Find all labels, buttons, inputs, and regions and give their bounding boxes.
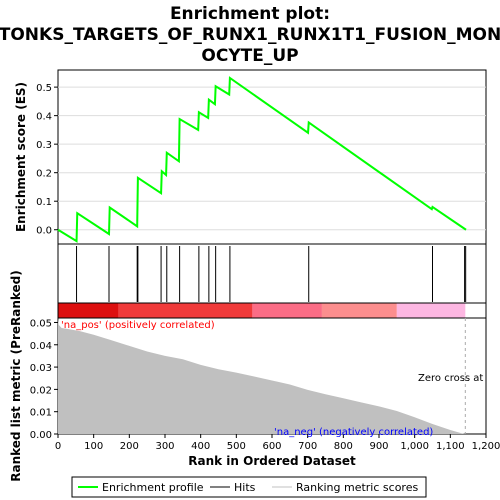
metric-y-tick-label: 0.02: [30, 385, 52, 396]
title-line-3: OCYTE_UP: [201, 46, 298, 66]
color-bar-segment: [252, 303, 322, 318]
es-y-axis-label: Enrichment score (ES): [14, 82, 28, 232]
x-axis-label: Rank in Ordered Dataset: [188, 454, 356, 468]
x-tick-label: 0: [55, 441, 61, 452]
color-bar-segment: [58, 303, 119, 318]
metric-y-tick-label: 0.04: [30, 341, 52, 352]
metric-y-tick-label: 0.03: [30, 363, 52, 374]
es-plot-frame: [57, 69, 487, 245]
legend: Enrichment profile Hits Ranking metric s…: [71, 476, 427, 498]
es-y-tick-label: 0.5: [36, 83, 52, 94]
x-tick-label: 1,000: [400, 441, 429, 452]
ranking-metric-area: [58, 318, 466, 434]
es-y-tick-label: 0.2: [36, 169, 52, 180]
legend-metric-label: Ranking metric scores: [296, 481, 418, 494]
color-bar-segment: [321, 303, 397, 318]
legend-profile-label: Enrichment profile: [102, 481, 204, 494]
es-y-tick-label: 0.4: [36, 112, 52, 123]
es-panel: 0.0 0.1 0.2 0.3 0.4 0.5 Enrichment score (ES): [14, 69, 487, 245]
hits-frame: [57, 243, 487, 304]
metric-y-tick-label: 0.01: [30, 408, 52, 419]
color-bar-segment: [118, 303, 253, 318]
enrichment-profile-line: [57, 76, 467, 243]
metric-y-tick-label: 0.00: [30, 430, 52, 441]
x-tick-label: 600: [262, 441, 281, 452]
legend-frame: [71, 476, 427, 498]
x-tick-label: 1,100: [436, 441, 465, 452]
x-tick-label: 500: [227, 441, 246, 452]
rank-color-bar: [58, 303, 466, 318]
x-tick-label: 200: [120, 441, 139, 452]
title-line-2: TONKS_TARGETS_OF_RUNX1_RUNX1T1_FUSION_MO…: [0, 25, 500, 45]
x-tick-label: 900: [369, 441, 388, 452]
title-line-1: Enrichment plot:: [170, 4, 330, 24]
color-bar-segment: [396, 303, 466, 318]
hits-panel: [57, 243, 487, 304]
x-tick-label: 100: [84, 441, 103, 452]
legend-hits-label: Hits: [234, 481, 256, 494]
x-tick-label: 1,200: [472, 441, 500, 452]
es-y-tick-label: 0.3: [36, 140, 52, 151]
x-tick-label: 400: [191, 441, 210, 452]
positive-correlation-label: 'na_pos' (positively correlated): [61, 320, 215, 331]
x-tick-label: 800: [334, 441, 353, 452]
zero-cross-label: Zero cross at: [418, 373, 483, 384]
es-y-tick-label: 0.0: [36, 226, 52, 237]
es-y-tick-label: 0.1: [36, 197, 52, 208]
metric-panel: 0.00 0.01 0.02 0.03 0.04 0.05 0 100 200 300 400 50…: [9, 270, 500, 482]
metric-y-tick-label: 0.05: [30, 318, 52, 329]
negative-correlation-label: 'na_neg' (negatively correlated): [274, 427, 433, 438]
x-tick-label: 300: [155, 441, 174, 452]
metric-y-axis-label: Ranked list metric (PreRanked): [9, 270, 23, 482]
x-tick-label: 700: [298, 441, 317, 452]
